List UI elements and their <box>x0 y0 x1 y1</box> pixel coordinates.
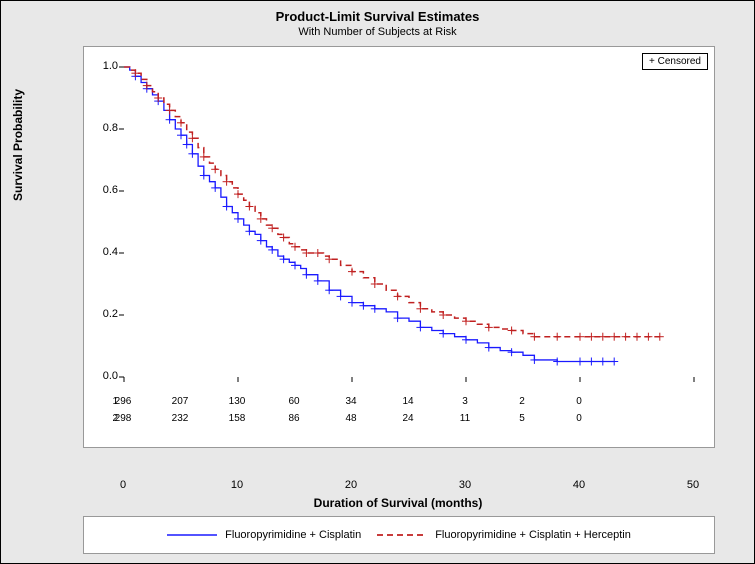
chart-title: Product-Limit Survival Estimates <box>1 9 754 24</box>
y-axis-label: Survival Probability <box>11 89 25 201</box>
y-tick-label: 0.2 <box>88 308 118 320</box>
risk-cell: 0 <box>558 396 600 407</box>
risk-cell: 2 <box>501 396 543 407</box>
chart-subtitle: With Number of Subjects at Risk <box>1 26 754 38</box>
risk-cell: 130 <box>216 396 258 407</box>
risk-cell: 86 <box>273 413 315 424</box>
legend-line-1 <box>167 530 217 540</box>
legend-line-2 <box>377 530 427 540</box>
legend-item-1: Fluoropyrimidine + Cisplatin <box>167 529 361 541</box>
y-tick-label: 0.0 <box>88 370 118 382</box>
risk-cell: 5 <box>501 413 543 424</box>
y-tick-label: 0.6 <box>88 184 118 196</box>
risk-cell: 48 <box>330 413 372 424</box>
y-tick-label: 1.0 <box>88 60 118 72</box>
risk-cell: 24 <box>387 413 429 424</box>
risk-cell: 14 <box>387 396 429 407</box>
x-tick-label: 0 <box>108 479 138 491</box>
plot-area: + Censored <box>83 46 715 448</box>
risk-cell: 296 <box>102 396 144 407</box>
risk-cell: 11 <box>444 413 486 424</box>
title-area: Product-Limit Survival Estimates With Nu… <box>1 9 754 38</box>
risk-cell: 207 <box>159 396 201 407</box>
x-tick-label: 40 <box>564 479 594 491</box>
censored-legend: + Censored <box>642 53 708 70</box>
legend-label-1: Fluoropyrimidine + Cisplatin <box>225 529 361 541</box>
x-axis-label: Duration of Survival (months) <box>83 496 713 510</box>
plot-svg <box>84 47 714 447</box>
risk-cell: 3 <box>444 396 486 407</box>
x-tick-label: 20 <box>336 479 366 491</box>
x-tick-label: 50 <box>678 479 708 491</box>
y-tick-label: 0.8 <box>88 122 118 134</box>
risk-cell: 232 <box>159 413 201 424</box>
chart-container: Product-Limit Survival Estimates With Nu… <box>0 0 755 564</box>
risk-cell: 158 <box>216 413 258 424</box>
x-tick-label: 30 <box>450 479 480 491</box>
legend-label-2: Fluoropyrimidine + Cisplatin + Herceptin <box>435 529 631 541</box>
risk-cell: 34 <box>330 396 372 407</box>
risk-cell: 0 <box>558 413 600 424</box>
legend-box: Fluoropyrimidine + Cisplatin Fluoropyrim… <box>83 516 715 554</box>
risk-cell: 60 <box>273 396 315 407</box>
legend-item-2: Fluoropyrimidine + Cisplatin + Herceptin <box>377 529 631 541</box>
y-tick-label: 0.4 <box>88 246 118 258</box>
risk-cell: 298 <box>102 413 144 424</box>
x-tick-label: 10 <box>222 479 252 491</box>
